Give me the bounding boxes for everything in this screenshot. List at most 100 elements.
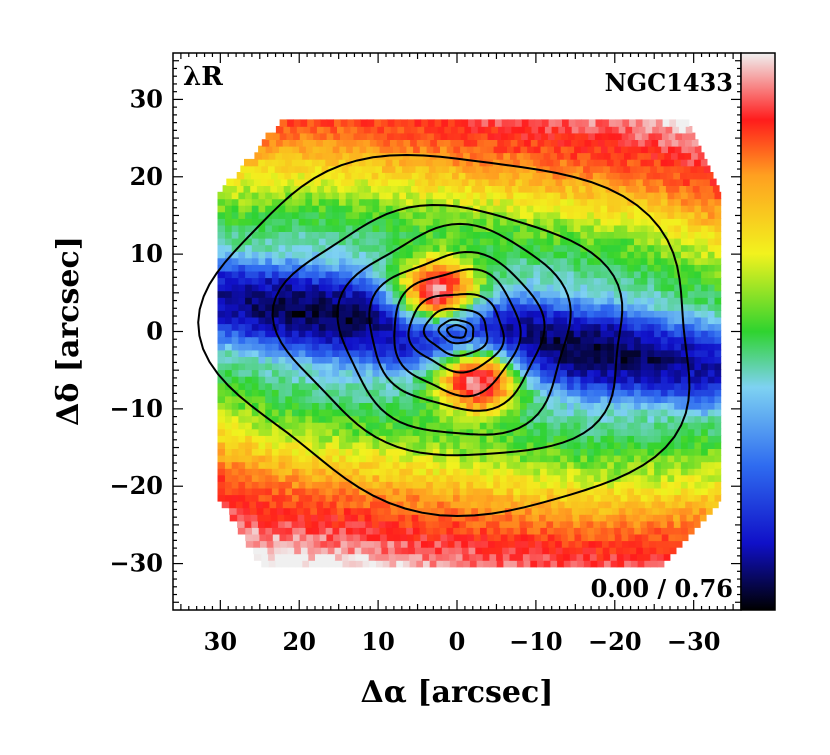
map-bin [599, 382, 608, 390]
map-bin [656, 152, 665, 160]
map-bin [673, 408, 681, 417]
map-bin [251, 369, 259, 377]
map-bin [284, 421, 292, 430]
map-bin [586, 257, 594, 265]
map-bin [639, 454, 648, 463]
map-bin [386, 119, 395, 127]
map-bin [638, 126, 646, 134]
map-bin [492, 382, 500, 390]
map-bin [224, 481, 232, 489]
map-bin [436, 507, 445, 515]
map-bin [572, 356, 581, 364]
map-bin [472, 323, 480, 331]
map-bin [331, 244, 339, 252]
map-bin [550, 126, 559, 134]
map-bin [579, 389, 588, 397]
map-bin [244, 264, 252, 272]
map-bin [344, 264, 353, 272]
map-bin [499, 389, 507, 397]
map-bin [418, 257, 427, 265]
map-bin [452, 389, 460, 397]
map-bin [472, 454, 480, 463]
map-bin [700, 421, 708, 430]
map-bin [713, 218, 722, 226]
map-bin [499, 382, 507, 390]
map-bin [318, 204, 326, 213]
map-bin [391, 329, 400, 338]
map-bin [334, 553, 342, 561]
map-bin [528, 178, 536, 186]
map-bin [525, 487, 534, 496]
map-bin [291, 270, 299, 279]
map-bin [458, 487, 467, 496]
map-bin [344, 461, 353, 469]
map-bin [552, 237, 561, 246]
map-bin [525, 382, 534, 390]
map-bin [505, 415, 514, 423]
map-bin [707, 375, 715, 384]
map-bin [429, 500, 438, 509]
map-bin [486, 533, 495, 542]
map-bin [713, 421, 722, 430]
map-bin [378, 474, 386, 482]
map-bin [686, 421, 695, 430]
map-bin [432, 533, 441, 542]
map-bin [443, 126, 451, 134]
map-bin [559, 487, 567, 496]
map-bin [639, 283, 648, 292]
map-bin [250, 172, 258, 180]
map-bin [277, 487, 286, 496]
map-bin [613, 145, 621, 154]
map-bin [425, 494, 433, 502]
map-bin [398, 448, 406, 456]
map-bin [264, 310, 272, 318]
map-bin [619, 204, 628, 213]
map-bin [492, 467, 500, 476]
map-bin [305, 132, 314, 140]
map-bin [525, 211, 534, 219]
map-bin [595, 553, 604, 561]
map-bin [543, 500, 552, 509]
map-bin [492, 145, 501, 154]
map-bin [270, 172, 278, 180]
map-bin [472, 211, 480, 219]
map-bin [398, 349, 406, 357]
map-bin [559, 349, 567, 357]
map-bin [579, 329, 588, 338]
map-bin [512, 191, 520, 200]
map-bin [284, 158, 292, 167]
map-bin [418, 435, 427, 443]
map-bin [445, 231, 453, 239]
map-bin [228, 500, 236, 509]
map-bin [358, 356, 366, 364]
map-bin [506, 527, 514, 535]
map-bin [606, 237, 614, 246]
map-bin [452, 191, 460, 200]
map-bin [589, 553, 597, 561]
map-bin [499, 421, 507, 430]
map-bin [237, 343, 246, 351]
map-bin [244, 494, 252, 502]
map-bin [244, 231, 252, 239]
map-bin [660, 461, 668, 469]
map-bin [237, 421, 246, 430]
map-bin [237, 270, 246, 279]
map-bin [448, 553, 456, 561]
map-bin [358, 257, 366, 265]
map-bin [438, 250, 447, 259]
map-bin [496, 139, 504, 147]
map-bin [360, 119, 368, 127]
map-bin [673, 316, 681, 325]
map-bin [579, 224, 588, 232]
map-bin [284, 244, 292, 252]
map-bin [237, 264, 246, 272]
map-bin [579, 158, 587, 167]
map-bin [673, 329, 681, 338]
map-bin [365, 467, 373, 476]
map-bin [639, 198, 648, 206]
map-bin [674, 533, 682, 542]
map-bin [319, 132, 327, 140]
map-bin [619, 277, 628, 285]
map-bin [445, 218, 453, 226]
map-bin [660, 441, 668, 449]
